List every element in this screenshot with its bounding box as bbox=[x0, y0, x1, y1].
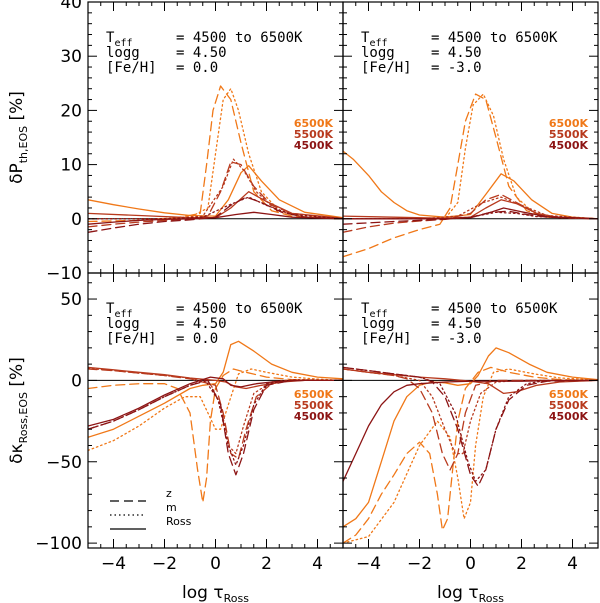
param-label: logg bbox=[106, 316, 140, 332]
param-label: [Fe/H] bbox=[361, 331, 412, 347]
panel-top-right: Teff = 4500 to 6500K logg = 4.50 [Fe/H] = -3.… bbox=[342, 1, 599, 274]
legend-label-z: z bbox=[166, 487, 172, 500]
series-4500K-solid bbox=[343, 207, 598, 220]
series-6500K-dashed bbox=[88, 368, 343, 504]
y-tick-label: 0 bbox=[71, 371, 82, 391]
legend-5500K: 5500K bbox=[549, 128, 589, 141]
legend-6500K: 6500K bbox=[549, 388, 589, 401]
param-value: = 4500 to 6500K bbox=[431, 301, 558, 317]
y-tick-label: −50 bbox=[46, 453, 82, 473]
y-tick-label: 10 bbox=[60, 156, 82, 176]
series-5500K-solid bbox=[88, 191, 343, 219]
x-tick-label: −4 bbox=[101, 554, 126, 574]
param-value: = 0.0 bbox=[176, 331, 218, 347]
x-axis-label: log τRoss bbox=[437, 583, 504, 603]
x-tick-label: 2 bbox=[261, 554, 272, 574]
series-4500K-dotted bbox=[343, 211, 598, 220]
param-label: [Fe/H] bbox=[361, 60, 412, 76]
series-6500K-dashed bbox=[343, 366, 598, 544]
series-6500K-dotted bbox=[88, 368, 343, 452]
param-label: logg bbox=[361, 45, 395, 61]
param-value: = 4.50 bbox=[431, 45, 482, 61]
series-4500K-dotted bbox=[88, 379, 343, 466]
y-tick-label: 0 bbox=[71, 210, 82, 230]
series-5500K-dotted bbox=[343, 196, 598, 220]
series-6500K-dotted bbox=[88, 88, 343, 220]
param-label: logg bbox=[106, 45, 140, 61]
series-6500K-dotted bbox=[343, 368, 598, 544]
series-5500K-dashed bbox=[343, 193, 598, 233]
x-tick-label: 4 bbox=[312, 554, 323, 574]
param-label: Teff bbox=[106, 301, 133, 320]
param-value: = 4.50 bbox=[176, 316, 227, 332]
series-4500K-dotted bbox=[343, 366, 598, 482]
param-value: = -3.0 bbox=[431, 60, 482, 76]
param-value: = 4500 to 6500K bbox=[431, 30, 558, 46]
x-tick-label: 0 bbox=[210, 554, 221, 574]
series-6500K-solid bbox=[343, 347, 598, 528]
x-tick-label: −2 bbox=[152, 554, 177, 574]
y-axis-label: δκRoss,EOS [%] bbox=[7, 357, 30, 464]
y-axis-label: δPth,EOS [%] bbox=[7, 91, 30, 184]
y-tick-label: 40 bbox=[60, 0, 82, 13]
legend-6500K: 6500K bbox=[294, 388, 334, 401]
series-5500K-solid bbox=[343, 199, 598, 220]
y-tick-label: 20 bbox=[60, 101, 82, 121]
param-label: [Fe/H] bbox=[106, 331, 157, 347]
y-tick-label: 50 bbox=[60, 290, 82, 310]
panel-bottom-right: −4 −2 0 2 4 Teff = 4500 to 6500K logg = 4.50 [Fe/… bbox=[342, 272, 599, 574]
series-5500K-dotted bbox=[343, 368, 598, 455]
series-4500K-solid bbox=[88, 211, 343, 225]
panel-top-left: −10 0 10 20 30 40 Teff = 4500 to 6500K logg = 4.5… bbox=[46, 0, 344, 284]
series-6500K-solid bbox=[88, 165, 343, 219]
param-value: = 4.50 bbox=[431, 316, 482, 332]
y-tick-label: −100 bbox=[35, 534, 82, 554]
series-5500K-solid bbox=[343, 368, 598, 395]
legend-4500K: 4500K bbox=[549, 410, 589, 423]
x-tick-label: 2 bbox=[516, 554, 527, 574]
param-value: = 4500 to 6500K bbox=[176, 301, 303, 317]
panel-bottom-left: −4 −2 0 2 4 −100 −50 0 50 Teff = 4500 to 6500K logg… bbox=[35, 272, 344, 574]
series-5500K-dotted bbox=[88, 158, 343, 220]
legend-4500K: 4500K bbox=[549, 139, 589, 152]
x-tick-label: 0 bbox=[465, 554, 476, 574]
y-tick-label: −10 bbox=[46, 264, 82, 284]
series-6500K-solid bbox=[88, 340, 343, 438]
y-tick-label: 30 bbox=[60, 47, 82, 67]
series-4500K-solid bbox=[343, 379, 598, 482]
legend-label-Ross: Ross bbox=[166, 515, 192, 528]
x-axis-label: log τRoss bbox=[182, 583, 249, 603]
series-4500K-solid bbox=[88, 376, 343, 427]
series-6500K-solid bbox=[343, 150, 598, 220]
param-value: = 4.50 bbox=[176, 45, 227, 61]
param-label: Teff bbox=[361, 301, 388, 320]
legend-4500K: 4500K bbox=[294, 410, 334, 423]
param-label: logg bbox=[361, 316, 395, 332]
param-value: = 4500 to 6500K bbox=[176, 30, 303, 46]
param-value: = 0.0 bbox=[176, 60, 218, 76]
x-tick-label: −4 bbox=[356, 554, 381, 574]
param-label: [Fe/H] bbox=[106, 60, 157, 76]
legend-4500K: 4500K bbox=[294, 139, 334, 152]
legend-5500K: 5500K bbox=[294, 128, 334, 141]
param-label: Teff bbox=[361, 30, 388, 49]
legend-5500K: 5500K bbox=[294, 399, 334, 412]
legend-6500K: 6500K bbox=[294, 117, 334, 130]
x-tick-label: 4 bbox=[567, 554, 578, 574]
x-tick-label: −2 bbox=[407, 554, 432, 574]
legend-6500K: 6500K bbox=[549, 117, 589, 130]
param-value: = -3.0 bbox=[431, 331, 482, 347]
series-4500K-dashed bbox=[88, 196, 343, 233]
param-label: Teff bbox=[106, 30, 133, 49]
legend-5500K: 5500K bbox=[549, 399, 589, 412]
legend-label-m: m bbox=[166, 501, 177, 514]
series-6500K-dotted bbox=[343, 93, 598, 220]
series-6500K-dashed bbox=[343, 93, 598, 258]
